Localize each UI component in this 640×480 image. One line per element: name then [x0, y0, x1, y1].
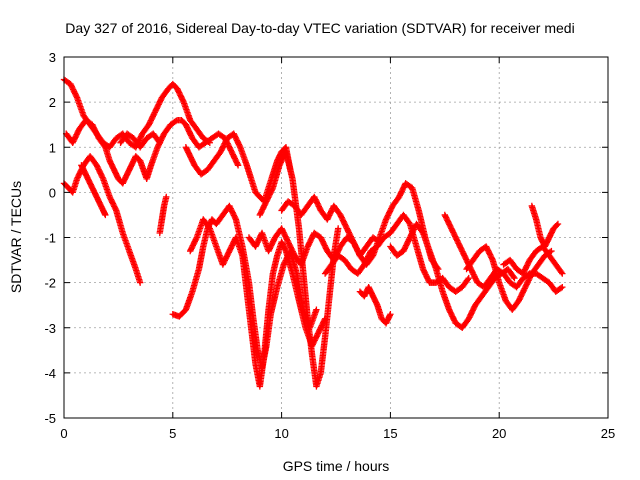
x-tick-label: 5 [169, 426, 176, 441]
data-point [334, 225, 342, 232]
y-tick-label: 0 [49, 185, 56, 200]
data-point [553, 221, 561, 229]
data-point [418, 228, 426, 235]
data-point [73, 93, 80, 100]
y-tick-label: 1 [49, 140, 56, 155]
data-point [99, 174, 106, 181]
series-4 [78, 162, 109, 219]
data-point [559, 270, 566, 277]
data-point [232, 214, 239, 222]
data-point [155, 138, 163, 145]
data-point [236, 142, 243, 150]
chart-title: Day 327 of 2016, Sidereal Day-to-day VTE… [65, 20, 574, 36]
x-tick-label: 20 [492, 426, 506, 441]
data-point [101, 142, 108, 150]
x-tick-label: 10 [274, 426, 288, 441]
data-layer [60, 76, 566, 390]
data-point [387, 311, 394, 318]
data-point [234, 162, 242, 169]
data-point [464, 276, 472, 283]
data-point [102, 211, 109, 219]
x-tick-label: 25 [601, 426, 615, 441]
x-axis-label: GPS time / hours [283, 458, 390, 474]
data-point [511, 274, 518, 282]
y-tick-label: 2 [49, 95, 56, 110]
data-point [179, 97, 187, 104]
data-point [234, 160, 241, 168]
data-point [192, 235, 200, 243]
data-point [269, 186, 276, 193]
data-point [205, 223, 213, 231]
series-18 [500, 243, 566, 277]
data-point [313, 306, 320, 313]
series-3 [62, 116, 242, 187]
series-14 [356, 283, 394, 327]
x-tick-label: 15 [383, 426, 397, 441]
series-1 [60, 76, 213, 151]
x-tick-label: 0 [60, 426, 67, 441]
data-point [557, 284, 565, 292]
data-point [558, 269, 565, 276]
data-point [156, 139, 163, 146]
data-point [112, 205, 119, 213]
data-point [465, 274, 472, 282]
y-tick-label: -3 [44, 321, 56, 336]
series-2 [60, 153, 144, 286]
y-tick-label: -1 [44, 231, 56, 246]
y-tick-label: -5 [44, 411, 56, 426]
data-point [163, 193, 170, 201]
series-19 [528, 202, 562, 250]
data-point [488, 255, 496, 262]
series-5 [117, 130, 163, 151]
data-point [136, 279, 144, 286]
ticks-layer: 0 5 10 15 20 25 -5 -4 -3 -2 -1 0 1 2 3 [44, 50, 615, 441]
data-point [554, 220, 562, 228]
y-axis-label: SDTVAR / TECUs [8, 181, 24, 293]
y-tick-label: -4 [44, 366, 56, 381]
data-point [559, 283, 566, 291]
y-tick-label: 3 [49, 50, 56, 65]
data-point [510, 273, 517, 281]
data-point [405, 219, 413, 226]
y-tick-label: -2 [44, 276, 56, 291]
series-6 [156, 193, 170, 237]
